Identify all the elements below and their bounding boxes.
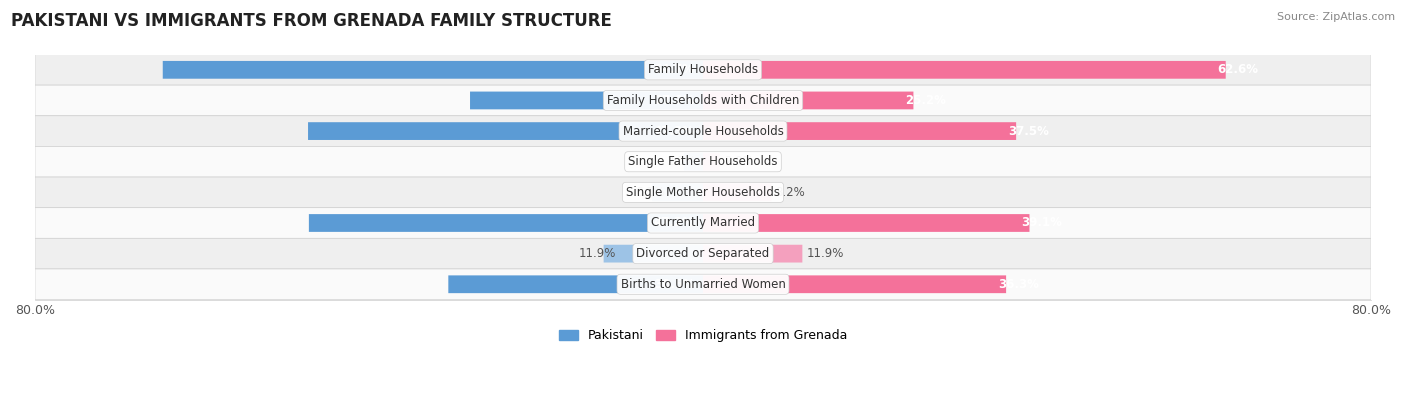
Text: Divorced or Separated: Divorced or Separated [637, 247, 769, 260]
Text: 11.9%: 11.9% [807, 247, 844, 260]
Text: Currently Married: Currently Married [651, 216, 755, 229]
Text: 62.6%: 62.6% [1218, 63, 1258, 76]
Text: 27.9%: 27.9% [654, 94, 695, 107]
Text: Births to Unmarried Women: Births to Unmarried Women [620, 278, 786, 291]
FancyBboxPatch shape [35, 55, 1371, 85]
Text: 25.2%: 25.2% [905, 94, 946, 107]
Text: 2.0%: 2.0% [724, 155, 754, 168]
Text: Married-couple Households: Married-couple Households [623, 124, 783, 137]
Text: Source: ZipAtlas.com: Source: ZipAtlas.com [1277, 12, 1395, 22]
FancyBboxPatch shape [652, 183, 703, 201]
Text: 11.9%: 11.9% [579, 247, 616, 260]
Text: 30.5%: 30.5% [654, 278, 695, 291]
Text: 6.1%: 6.1% [634, 186, 665, 199]
FancyBboxPatch shape [703, 92, 914, 109]
Text: 47.2%: 47.2% [654, 216, 695, 229]
FancyBboxPatch shape [703, 275, 1007, 293]
Text: Single Father Households: Single Father Households [628, 155, 778, 168]
FancyBboxPatch shape [309, 214, 703, 232]
FancyBboxPatch shape [703, 153, 720, 171]
Text: 36.3%: 36.3% [998, 278, 1039, 291]
Text: PAKISTANI VS IMMIGRANTS FROM GRENADA FAMILY STRUCTURE: PAKISTANI VS IMMIGRANTS FROM GRENADA FAM… [11, 12, 612, 30]
FancyBboxPatch shape [603, 245, 703, 263]
FancyBboxPatch shape [35, 208, 1371, 238]
FancyBboxPatch shape [35, 147, 1371, 177]
FancyBboxPatch shape [35, 85, 1371, 116]
FancyBboxPatch shape [449, 275, 703, 293]
FancyBboxPatch shape [35, 269, 1371, 299]
FancyBboxPatch shape [35, 238, 1371, 269]
FancyBboxPatch shape [683, 153, 703, 171]
FancyBboxPatch shape [163, 61, 703, 79]
FancyBboxPatch shape [470, 92, 703, 109]
Text: 47.3%: 47.3% [654, 124, 695, 137]
Text: 37.5%: 37.5% [1008, 124, 1049, 137]
Legend: Pakistani, Immigrants from Grenada: Pakistani, Immigrants from Grenada [554, 324, 852, 347]
Text: 64.7%: 64.7% [654, 63, 695, 76]
FancyBboxPatch shape [703, 183, 772, 201]
Text: Single Mother Households: Single Mother Households [626, 186, 780, 199]
Text: Family Households with Children: Family Households with Children [607, 94, 799, 107]
FancyBboxPatch shape [35, 116, 1371, 147]
FancyBboxPatch shape [703, 245, 803, 263]
FancyBboxPatch shape [308, 122, 703, 140]
FancyBboxPatch shape [703, 214, 1029, 232]
Text: Family Households: Family Households [648, 63, 758, 76]
FancyBboxPatch shape [35, 177, 1371, 208]
FancyBboxPatch shape [703, 122, 1017, 140]
FancyBboxPatch shape [703, 61, 1226, 79]
Text: 39.1%: 39.1% [1021, 216, 1062, 229]
Text: 2.3%: 2.3% [666, 155, 696, 168]
Text: 8.2%: 8.2% [776, 186, 806, 199]
